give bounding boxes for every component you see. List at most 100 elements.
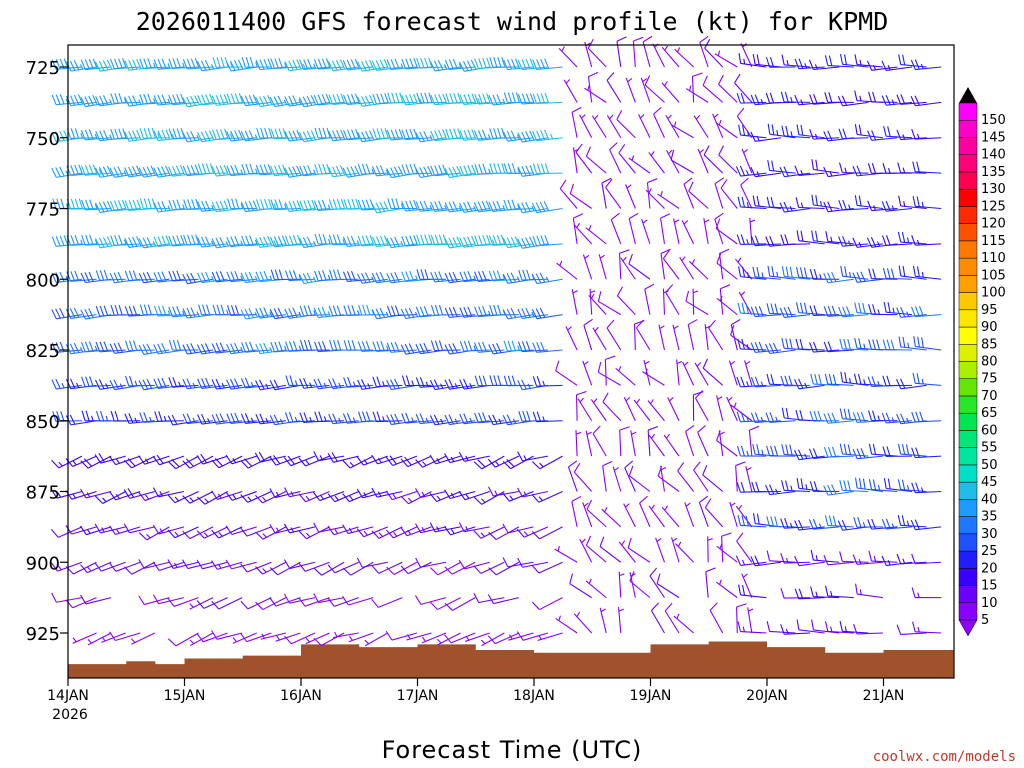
barb-feather <box>843 408 847 420</box>
barb-feather <box>636 319 644 329</box>
barb-staff <box>842 137 869 140</box>
barb-feather <box>433 60 440 71</box>
wind-barb <box>912 621 942 634</box>
barb-half-feather <box>921 378 924 385</box>
barb-feather <box>124 413 130 424</box>
barb-staff <box>260 349 286 355</box>
barb-feather <box>827 484 833 495</box>
barb-half-feather <box>631 431 637 435</box>
barb-feather <box>132 236 138 247</box>
barb-staff <box>784 135 811 139</box>
barb-feather <box>99 341 105 352</box>
barb-half-feather <box>407 634 411 640</box>
barb-feather <box>94 61 101 72</box>
wind-barb <box>357 130 388 143</box>
barb-feather <box>868 339 873 350</box>
barb-feather <box>478 375 483 386</box>
barb-staff <box>567 466 578 492</box>
barb-feather <box>197 201 203 212</box>
barb-feather <box>269 456 277 466</box>
wind-barb <box>531 455 563 470</box>
barb-half-feather <box>849 271 852 278</box>
barb-feather <box>457 128 462 139</box>
barb-staff <box>275 455 301 466</box>
barb-feather <box>139 128 144 139</box>
wind-barb <box>579 114 593 139</box>
wind-barb <box>779 166 811 178</box>
barb-feather <box>361 131 367 142</box>
barb-feather <box>240 272 247 283</box>
barb-feather <box>602 392 609 403</box>
barb-feather <box>736 376 741 388</box>
barb-feather <box>288 412 294 423</box>
barb-feather <box>219 200 225 211</box>
barb-half-feather <box>699 149 705 154</box>
barb-feather <box>65 308 72 319</box>
barb-feather <box>585 535 592 546</box>
barb-feather <box>328 378 334 389</box>
barb-feather <box>182 308 188 319</box>
barb-feather <box>113 343 119 354</box>
barb-feather <box>473 202 480 213</box>
barb-staff <box>522 243 549 249</box>
wind-barb <box>721 532 732 563</box>
barb-feather <box>321 199 327 211</box>
wind-barb <box>487 594 519 605</box>
barb-staff <box>56 243 83 247</box>
barb-feather <box>70 198 76 210</box>
barb-feather <box>481 201 487 211</box>
barb-feather <box>409 129 415 140</box>
barb-feather <box>438 129 444 140</box>
barb-feather <box>168 128 174 139</box>
barb-staff <box>538 490 563 503</box>
barb-feather <box>444 566 453 575</box>
wind-barb <box>197 236 228 248</box>
wind-barb <box>670 537 680 563</box>
wind-barb <box>502 523 534 534</box>
barb-staff <box>558 47 578 68</box>
barb-feather <box>283 559 291 569</box>
barb-feather <box>453 128 458 139</box>
barb-half-feather <box>664 45 669 51</box>
barb-feather <box>400 458 409 467</box>
barb-feather <box>110 58 115 70</box>
barb-feather <box>371 487 378 498</box>
barb-staff <box>85 490 112 499</box>
barb-feather <box>902 336 906 348</box>
barb-half-feather <box>189 603 194 608</box>
barb-staff <box>694 397 709 422</box>
barb-feather <box>230 343 236 354</box>
barb-half-feather <box>622 256 627 262</box>
barb-feather <box>521 379 527 390</box>
barb-feather <box>240 494 249 503</box>
wind-barb <box>516 631 549 641</box>
barb-staff <box>900 384 927 390</box>
barb-staff <box>784 275 811 280</box>
colorbar-label: 70 <box>981 389 998 404</box>
barb-feather <box>644 283 655 290</box>
wind-barb <box>839 53 869 68</box>
wind-barb <box>531 490 563 503</box>
barb-staff <box>827 595 854 599</box>
barb-feather <box>921 337 924 348</box>
barb-feather <box>868 410 873 421</box>
wind-barb <box>386 128 417 141</box>
barb-half-feather <box>305 495 310 501</box>
barb-feather <box>147 198 152 209</box>
colorbar-segment <box>958 223 978 242</box>
barb-staff <box>605 187 622 209</box>
barb-feather <box>357 199 363 211</box>
wind-barb <box>182 95 214 108</box>
barb-staff <box>480 526 505 539</box>
wind-barb <box>653 106 665 138</box>
barb-feather <box>385 490 393 500</box>
barb-staff <box>259 66 286 71</box>
barb-feather <box>531 309 538 319</box>
barb-half-feather <box>444 205 448 211</box>
barb-staff <box>606 115 622 139</box>
barb-feather <box>481 129 487 140</box>
barb-staff <box>754 420 782 423</box>
barb-staff <box>582 254 593 280</box>
barb-feather <box>405 164 411 175</box>
barb-feather <box>478 93 483 104</box>
